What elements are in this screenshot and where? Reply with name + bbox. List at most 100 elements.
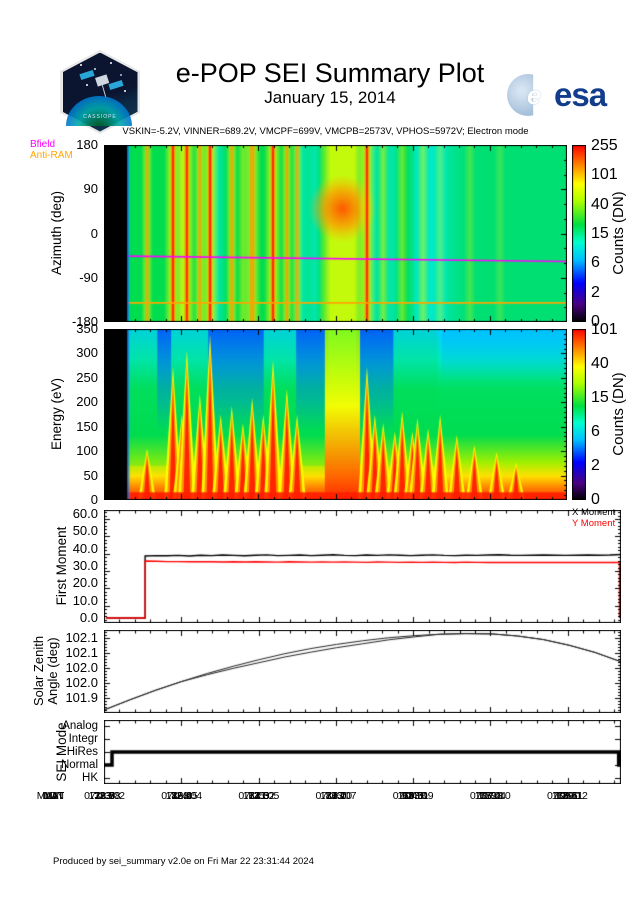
ephemeris-row: LAT 78.5 80.2 81.0 80.7 79.3 77.2 74.6 bbox=[0, 790, 606, 802]
colorbar-tick-label: 101 bbox=[591, 321, 618, 338]
row-value: 07:28:10 bbox=[469, 790, 511, 802]
colorbar-tick-label: 2 bbox=[591, 283, 600, 301]
row-value: 65.1 bbox=[557, 790, 578, 802]
axis-tick-label: 10.0 bbox=[72, 592, 98, 608]
row-value: 48.4 bbox=[171, 790, 192, 802]
mode-category-label: Integr bbox=[68, 733, 98, 745]
axis-tick-label: 50.0 bbox=[72, 523, 98, 539]
row-value: 1241.2 bbox=[242, 790, 275, 802]
produced-by-line: Produced by sei_summary v2.0e on Fri Mar… bbox=[53, 856, 314, 867]
colorbar-tick-label: 15 bbox=[591, 224, 609, 242]
axis-tick-label: 200 bbox=[76, 394, 98, 410]
instrument-settings-line: VSKIN=-5.2V, VINNER=689.2V, VMCPF=699V, … bbox=[122, 126, 529, 137]
axis-tick-label: 50 bbox=[83, 467, 98, 483]
sei-mode-canvas bbox=[104, 720, 621, 784]
patch-stars bbox=[80, 64, 82, 66]
row-value: 1213.0 bbox=[319, 790, 353, 802]
colorbar-tick-label: 6 bbox=[591, 254, 600, 272]
row-value: 117.3 bbox=[477, 790, 504, 802]
mode-category-label: Analog bbox=[62, 720, 98, 732]
colorbar-tick-label: 101 bbox=[591, 166, 618, 184]
mode-category-label: HiRes bbox=[66, 746, 98, 758]
row-header: MLAT bbox=[36, 790, 64, 802]
row-value: 1183.1 bbox=[397, 790, 429, 802]
energy-tick-labels: 350 300 250 200 150 100 50 0 bbox=[58, 321, 98, 506]
row-value: 74.6 bbox=[557, 790, 578, 802]
row-value: 07:29:12 bbox=[546, 790, 588, 802]
row-value: 14.6 bbox=[402, 790, 424, 802]
axis-tick-label: 102.1 bbox=[65, 630, 98, 645]
sei-mode-category-labels: Analog Integr HiRes Normal HK bbox=[50, 720, 98, 784]
axis-tick-label: 20.0 bbox=[72, 575, 98, 591]
axis-tick-label: 350 bbox=[76, 321, 98, 336]
row-value: 78.5 bbox=[94, 790, 115, 802]
solar-zenith-tick-labels: 102.1 102.1 102.0 102.0 101.9 bbox=[58, 630, 98, 704]
colorbar-tick-label: 40 bbox=[591, 195, 609, 213]
mode-category-label: HK bbox=[82, 772, 98, 784]
panel3-legend: X Moment Y Moment bbox=[572, 507, 615, 529]
row-value: 07:24:04 bbox=[161, 790, 203, 802]
axis-tick-label: 102.0 bbox=[65, 660, 98, 675]
esa-logo-text: esa bbox=[554, 76, 607, 113]
axis-tick-label: 102.1 bbox=[65, 645, 98, 660]
plot-date: January 15, 2014 bbox=[264, 88, 396, 107]
row-value: 1152.4 bbox=[474, 790, 506, 802]
row-header: MLT bbox=[43, 790, 64, 802]
colorbar2-title: Counts (DN) bbox=[610, 372, 627, 456]
row-value: 67.4 bbox=[480, 790, 501, 802]
row-values: 1293.8 1268.5 1241.2 1213.0 1183.1 1152.4 1120… bbox=[66, 790, 606, 802]
row-value: 104.8 bbox=[399, 790, 427, 802]
mode-category-label: Normal bbox=[60, 759, 98, 771]
axis-tick-label: 90 bbox=[83, 181, 98, 197]
row-value: 72.3 bbox=[248, 790, 270, 802]
row-value: 72.9 bbox=[171, 790, 192, 802]
counts-colorbar-1 bbox=[572, 145, 586, 322]
row-value: 15.5 bbox=[557, 790, 578, 802]
row-header: LON bbox=[42, 790, 64, 802]
row-value: 1293.8 bbox=[88, 790, 121, 802]
legend-bfield: Bfield bbox=[30, 139, 56, 150]
row-value: 72.9 bbox=[94, 790, 115, 802]
counts-colorbar-2 bbox=[572, 329, 586, 500]
row-value: 81.0 bbox=[248, 790, 270, 802]
row-value: 07:23:02 bbox=[84, 790, 125, 802]
colorbar2-tick-labels: 101 40 15 6 2 0 bbox=[591, 321, 631, 508]
axis-tick-label: 40.0 bbox=[72, 540, 98, 556]
colorbar1-tick-labels: 255 101 40 15 6 2 0 bbox=[591, 137, 631, 330]
row-value: 14.0 bbox=[325, 790, 347, 802]
cassiope-mission-patch: CASSIOPE bbox=[60, 50, 140, 134]
row-value: 87.7 bbox=[325, 790, 347, 802]
colorbar-tick-label: 6 bbox=[591, 423, 600, 440]
azimuth-tick-labels: 180 90 0 -90 -180 bbox=[58, 138, 98, 328]
axis-tick-label: 0 bbox=[90, 225, 98, 241]
row-value: 126.0 bbox=[554, 790, 581, 802]
row-value: 77.2 bbox=[480, 790, 501, 802]
esa-logo-crescent bbox=[533, 72, 557, 118]
axis-tick-label: 250 bbox=[76, 369, 98, 385]
colorbar-tick-label: 2 bbox=[591, 457, 600, 474]
axis-tick-label: 30.0 bbox=[72, 557, 98, 573]
row-value: 1120.1 bbox=[551, 790, 584, 802]
row-values: 07:23:02 07:24:04 07:25:05 07:26:07 07:27:09… bbox=[66, 790, 606, 802]
colorbar-tick-label: 255 bbox=[591, 137, 618, 154]
row-value: 69.5 bbox=[402, 790, 424, 802]
row-value: 12.6 bbox=[171, 790, 192, 802]
solar-zenith-canvas bbox=[104, 630, 621, 713]
axis-tick-label: 102.0 bbox=[65, 675, 98, 690]
first-moment-tick-labels: 60.0 50.0 40.0 30.0 20.0 10.0 0.0 bbox=[58, 507, 98, 624]
axis-tick-label: 300 bbox=[76, 345, 98, 361]
page-title: e-POP SEI Summary Plot bbox=[175, 58, 485, 88]
legend-y-moment: Y Moment bbox=[572, 518, 616, 529]
row-value: 11.8 bbox=[94, 790, 115, 802]
first-moment-canvas bbox=[104, 510, 621, 623]
row-values: 78.5 80.2 81.0 80.7 79.3 77.2 74.6 bbox=[66, 790, 606, 802]
row-value: 33.7 bbox=[94, 790, 115, 802]
solar-zenith-title-line1: Solar Zenith bbox=[31, 635, 46, 707]
row-value: 13.3 bbox=[248, 790, 270, 802]
colorbar-tick-label: 0 bbox=[591, 312, 600, 330]
row-value: 80.7 bbox=[325, 790, 347, 802]
ephemeris-row: MLAT 72.9 72.9 72.3 71.1 69.5 67.4 65.1 bbox=[0, 790, 606, 802]
row-value: 07:27:09 bbox=[392, 790, 434, 802]
panel1-legend: Bfield Anti-RAM bbox=[30, 139, 73, 161]
